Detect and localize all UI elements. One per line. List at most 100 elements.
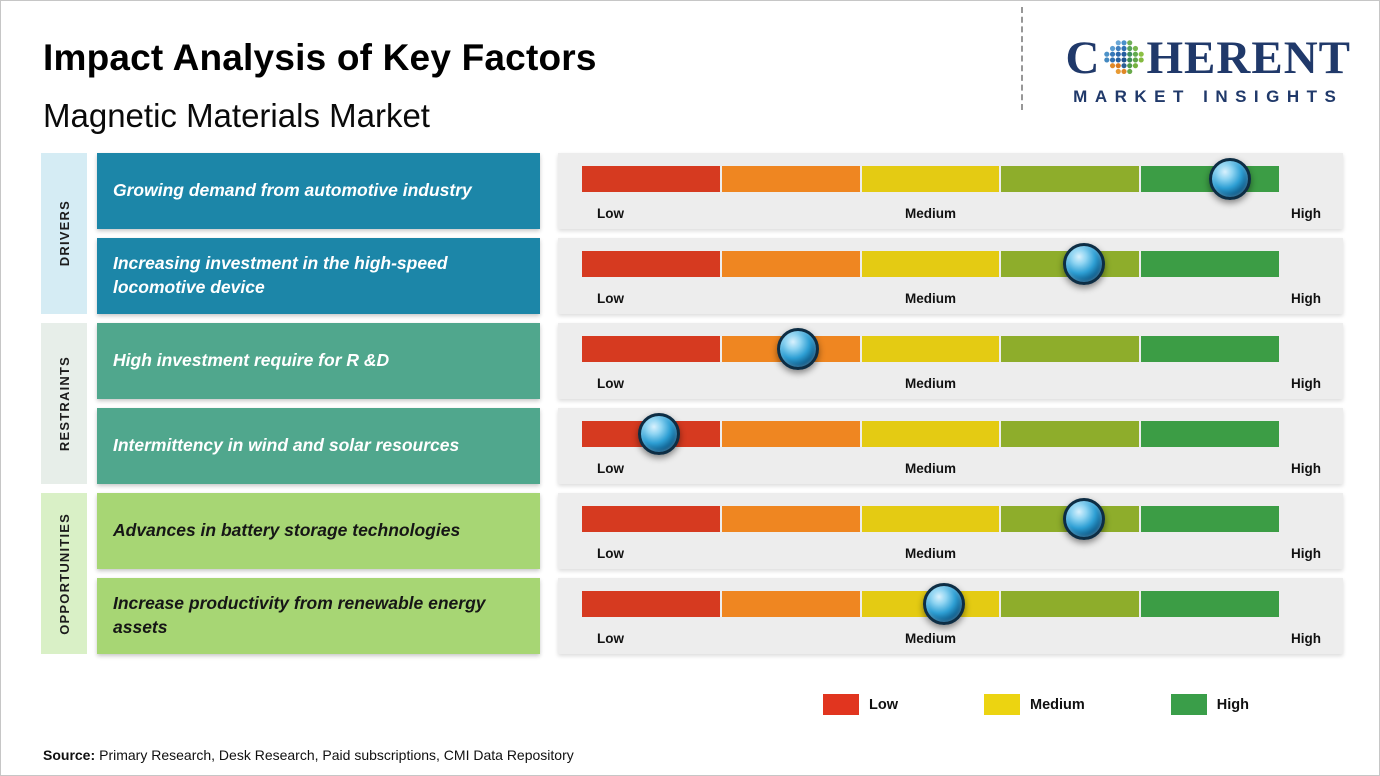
header-divider-dashed bbox=[1021, 7, 1023, 110]
impact-marker bbox=[1062, 498, 1105, 540]
group-label-box-opportunities: OPPORTUNITIES bbox=[41, 493, 87, 654]
page-title: Impact Analysis of Key Factors bbox=[43, 37, 597, 78]
scale-segment-orange bbox=[721, 591, 860, 617]
impact-scale-bar bbox=[582, 413, 1279, 455]
scale-segment-yellowgreen bbox=[1001, 591, 1140, 617]
factor-row: Advances in battery storage technologies… bbox=[97, 493, 1343, 569]
factor-box: High investment require for R &D bbox=[97, 323, 540, 399]
factor-box: Increasing investment in the high-speed … bbox=[97, 238, 540, 314]
scale-label-low: Low bbox=[597, 461, 624, 476]
source-line: Source: Primary Research, Desk Research, … bbox=[43, 747, 574, 763]
group-opportunities: OPPORTUNITIES Advances in battery storag… bbox=[41, 493, 1343, 654]
group-label: DRIVERS bbox=[56, 200, 72, 267]
legend-label: Medium bbox=[1030, 696, 1085, 713]
scale-segment-yellowgreen bbox=[1001, 336, 1140, 362]
scale-label-high: High bbox=[1291, 291, 1321, 306]
scale-label-low: Low bbox=[597, 376, 624, 391]
legend-item-high: High bbox=[1170, 694, 1249, 715]
scale-segment-green bbox=[1141, 506, 1279, 532]
scale-segment-yellow bbox=[861, 166, 1000, 192]
scale-label-low: Low bbox=[597, 206, 624, 221]
impact-marker bbox=[923, 583, 966, 625]
scale-label-low: Low bbox=[597, 291, 624, 306]
scale-segment-yellowgreen bbox=[1001, 421, 1140, 447]
company-logo: C HERENT MARKET INSIGHTS bbox=[1066, 35, 1351, 107]
impact-scale-bar bbox=[582, 243, 1279, 285]
group-label: OPPORTUNITIES bbox=[56, 512, 72, 635]
factor-row: Increasing investment in the high-speed … bbox=[97, 238, 1343, 314]
factor-row: Increase productivity from renewable ene… bbox=[97, 578, 1343, 654]
page-subtitle: Magnetic Materials Market bbox=[43, 97, 430, 134]
scale-segment-orange bbox=[721, 166, 860, 192]
scale-label-medium: Medium bbox=[904, 461, 957, 476]
scale-segment-red bbox=[582, 166, 720, 192]
scale-label-medium: Medium bbox=[904, 291, 957, 306]
scale-segment-green bbox=[1141, 251, 1279, 277]
factor-box: Intermittency in wind and solar resource… bbox=[97, 408, 540, 484]
impact-scale-panel: Low Medium High bbox=[558, 153, 1343, 229]
scale-segment-yellow bbox=[861, 421, 1000, 447]
scale-segment-orange bbox=[721, 506, 860, 532]
impact-scale-bar bbox=[582, 158, 1279, 200]
scale-label-medium: Medium bbox=[904, 206, 957, 221]
legend-swatch-medium bbox=[984, 694, 1020, 715]
legend-label: High bbox=[1216, 696, 1249, 713]
source-text: Primary Research, Desk Research, Paid su… bbox=[99, 747, 574, 763]
factor-row: Intermittency in wind and solar resource… bbox=[97, 408, 1343, 484]
scale-label-high: High bbox=[1291, 376, 1321, 391]
group-restraints: RESTRAINTS High investment require for R… bbox=[41, 323, 1343, 484]
scale-segment-red bbox=[582, 251, 720, 277]
factor-box: Advances in battery storage technologies bbox=[97, 493, 540, 569]
impact-marker bbox=[777, 328, 820, 370]
impact-scale-panel: Low Medium High bbox=[558, 323, 1343, 399]
factor-row: Growing demand from automotive industry … bbox=[97, 153, 1343, 229]
scale-label-low: Low bbox=[597, 546, 624, 561]
impact-scale-panel: Low Medium High bbox=[558, 493, 1343, 569]
scale-segment-orange bbox=[721, 251, 860, 277]
impact-marker bbox=[1209, 158, 1252, 200]
scale-segment-red bbox=[582, 591, 720, 617]
scale-segment-orange bbox=[721, 421, 860, 447]
scale-label-high: High bbox=[1291, 206, 1321, 221]
legend-swatch-low bbox=[823, 694, 859, 715]
legend: Low Medium High bbox=[823, 694, 1249, 715]
impact-scale-panel: Low Medium High bbox=[558, 408, 1343, 484]
scale-label-high: High bbox=[1291, 461, 1321, 476]
scale-label-medium: Medium bbox=[904, 546, 957, 561]
scale-segment-yellow bbox=[861, 336, 1000, 362]
impact-scale-panel: Low Medium High bbox=[558, 578, 1343, 654]
scale-segment-red bbox=[582, 336, 720, 362]
scale-segment-red bbox=[582, 506, 720, 532]
scale-segment-yellow bbox=[861, 506, 1000, 532]
impact-marker bbox=[637, 413, 680, 455]
legend-item-medium: Medium bbox=[984, 694, 1085, 715]
scale-label-medium: Medium bbox=[904, 631, 957, 646]
impact-scale-panel: Low Medium High bbox=[558, 238, 1343, 314]
impact-scale-bar bbox=[582, 328, 1279, 370]
logo-text-prefix: C bbox=[1065, 32, 1101, 84]
impact-chart: DRIVERS Growing demand from automotive i… bbox=[41, 153, 1343, 654]
scale-segment-yellowgreen bbox=[1001, 166, 1140, 192]
source-label: Source: bbox=[43, 747, 96, 763]
legend-swatch-high bbox=[1170, 694, 1207, 715]
scale-segment-green bbox=[1141, 336, 1279, 362]
impact-marker bbox=[1062, 243, 1105, 285]
logo-tagline: MARKET INSIGHTS bbox=[1073, 87, 1344, 106]
factor-row: High investment require for R &D Low Med… bbox=[97, 323, 1343, 399]
legend-item-low: Low bbox=[823, 694, 898, 715]
scale-segment-yellow bbox=[861, 251, 1000, 277]
scale-label-low: Low bbox=[597, 631, 624, 646]
impact-scale-bar bbox=[582, 583, 1279, 625]
logo-wordmark: C HERENT bbox=[1066, 35, 1351, 82]
legend-label: Low bbox=[869, 696, 898, 713]
group-label: RESTRAINTS bbox=[56, 355, 72, 452]
scale-label-high: High bbox=[1291, 546, 1321, 561]
scale-segment-green bbox=[1141, 591, 1279, 617]
group-label-box-restraints: RESTRAINTS bbox=[41, 323, 87, 484]
logo-text-suffix: HERENT bbox=[1146, 32, 1351, 84]
factor-box: Increase productivity from renewable ene… bbox=[97, 578, 540, 654]
factor-box: Growing demand from automotive industry bbox=[97, 153, 540, 229]
scale-label-medium: Medium bbox=[904, 376, 957, 391]
scale-segment-green bbox=[1141, 421, 1279, 447]
